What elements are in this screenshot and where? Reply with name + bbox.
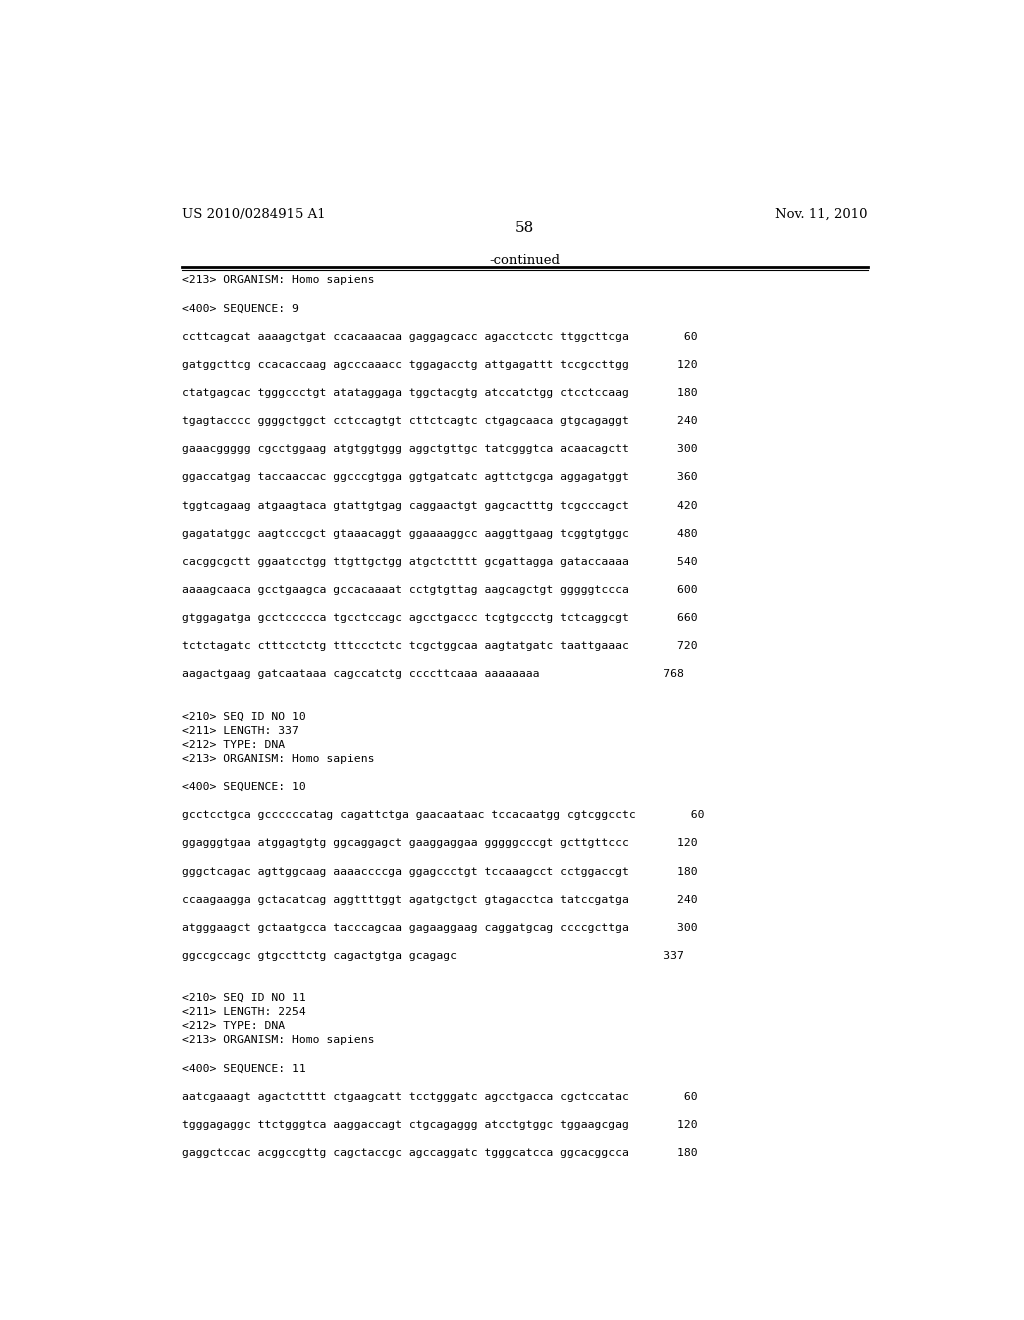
Text: cacggcgctt ggaatcctgg ttgttgctgg atgctctttt gcgattagga gataccaaaa       540: cacggcgctt ggaatcctgg ttgttgctgg atgctct…	[182, 557, 697, 566]
Text: <213> ORGANISM: Homo sapiens: <213> ORGANISM: Homo sapiens	[182, 754, 375, 764]
Text: ctatgagcac tgggccctgt atataggaga tggctacgtg atccatctgg ctcctccaag       180: ctatgagcac tgggccctgt atataggaga tggctac…	[182, 388, 697, 397]
Text: gggctcagac agttggcaag aaaaccccga ggagccctgt tccaaagcct cctggaccgt       180: gggctcagac agttggcaag aaaaccccga ggagccc…	[182, 866, 697, 876]
Text: ggccgccagc gtgccttctg cagactgtga gcagagc                              337: ggccgccagc gtgccttctg cagactgtga gcagagc…	[182, 950, 684, 961]
Text: gatggcttcg ccacaccaag agcccaaacc tggagacctg attgagattt tccgccttgg       120: gatggcttcg ccacaccaag agcccaaacc tggagac…	[182, 360, 697, 370]
Text: <213> ORGANISM: Homo sapiens: <213> ORGANISM: Homo sapiens	[182, 1035, 375, 1045]
Text: tgagtacccc ggggctggct cctccagtgt cttctcagtc ctgagcaaca gtgcagaggt       240: tgagtacccc ggggctggct cctccagtgt cttctca…	[182, 416, 697, 426]
Text: tggtcagaag atgaagtaca gtattgtgag caggaactgt gagcactttg tcgcccagct       420: tggtcagaag atgaagtaca gtattgtgag caggaac…	[182, 500, 697, 511]
Text: ggaccatgag taccaaccac ggcccgtgga ggtgatcatc agttctgcga aggagatggt       360: ggaccatgag taccaaccac ggcccgtgga ggtgatc…	[182, 473, 697, 482]
Text: <400> SEQUENCE: 10: <400> SEQUENCE: 10	[182, 781, 306, 792]
Text: ggagggtgaa atggagtgtg ggcaggagct gaaggaggaa gggggcccgt gcttgttccc       120: ggagggtgaa atggagtgtg ggcaggagct gaaggag…	[182, 838, 697, 849]
Text: <212> TYPE: DNA: <212> TYPE: DNA	[182, 739, 285, 750]
Text: <211> LENGTH: 337: <211> LENGTH: 337	[182, 726, 299, 735]
Text: gtggagatga gcctccccca tgcctccagc agcctgaccc tcgtgccctg tctcaggcgt       660: gtggagatga gcctccccca tgcctccagc agcctga…	[182, 612, 697, 623]
Text: aagactgaag gatcaataaa cagccatctg ccccttcaaa aaaaaaaa                  768: aagactgaag gatcaataaa cagccatctg ccccttc…	[182, 669, 684, 680]
Text: ccttcagcat aaaagctgat ccacaaacaa gaggagcacc agacctcctc ttggcttcga        60: ccttcagcat aaaagctgat ccacaaacaa gaggagc…	[182, 331, 697, 342]
Text: -continued: -continued	[489, 253, 560, 267]
Text: gagatatggc aagtcccgct gtaaacaggt ggaaaaggcc aaggttgaag tcggtgtggc       480: gagatatggc aagtcccgct gtaaacaggt ggaaaag…	[182, 529, 697, 539]
Text: <213> ORGANISM: Homo sapiens: <213> ORGANISM: Homo sapiens	[182, 276, 375, 285]
Text: gaaacggggg cgcctggaag atgtggtggg aggctgttgc tatcgggtca acaacagctt       300: gaaacggggg cgcctggaag atgtggtggg aggctgt…	[182, 445, 697, 454]
Text: ccaagaagga gctacatcag aggttttggt agatgctgct gtagacctca tatccgatga       240: ccaagaagga gctacatcag aggttttggt agatgct…	[182, 895, 697, 904]
Text: aaaagcaaca gcctgaagca gccacaaaat cctgtgttag aagcagctgt gggggtccca       600: aaaagcaaca gcctgaagca gccacaaaat cctgtgt…	[182, 585, 697, 595]
Text: <212> TYPE: DNA: <212> TYPE: DNA	[182, 1022, 285, 1031]
Text: US 2010/0284915 A1: US 2010/0284915 A1	[182, 209, 326, 222]
Text: 58: 58	[515, 222, 535, 235]
Text: tgggagaggc ttctgggtca aaggaccagt ctgcagaggg atcctgtggc tggaagcgag       120: tgggagaggc ttctgggtca aaggaccagt ctgcaga…	[182, 1119, 697, 1130]
Text: <210> SEQ ID NO 11: <210> SEQ ID NO 11	[182, 993, 306, 1003]
Text: aatcgaaagt agactctttt ctgaagcatt tcctgggatc agcctgacca cgctccatac        60: aatcgaaagt agactctttt ctgaagcatt tcctggg…	[182, 1092, 697, 1102]
Text: <210> SEQ ID NO 10: <210> SEQ ID NO 10	[182, 711, 306, 722]
Text: Nov. 11, 2010: Nov. 11, 2010	[775, 209, 867, 222]
Text: <400> SEQUENCE: 11: <400> SEQUENCE: 11	[182, 1064, 306, 1073]
Text: atgggaagct gctaatgcca tacccagcaa gagaaggaag caggatgcag ccccgcttga       300: atgggaagct gctaatgcca tacccagcaa gagaagg…	[182, 923, 697, 933]
Text: gaggctccac acggccgttg cagctaccgc agccaggatc tgggcatcca ggcacggcca       180: gaggctccac acggccgttg cagctaccgc agccagg…	[182, 1148, 697, 1158]
Text: gcctcctgca gccccccatag cagattctga gaacaataac tccacaatgg cgtcggcctc        60: gcctcctgca gccccccatag cagattctga gaacaa…	[182, 810, 705, 820]
Text: <400> SEQUENCE: 9: <400> SEQUENCE: 9	[182, 304, 299, 313]
Text: <211> LENGTH: 2254: <211> LENGTH: 2254	[182, 1007, 306, 1018]
Text: tctctagatc ctttcctctg tttccctctc tcgctggcaa aagtatgatc taattgaaac       720: tctctagatc ctttcctctg tttccctctc tcgctgg…	[182, 642, 697, 651]
